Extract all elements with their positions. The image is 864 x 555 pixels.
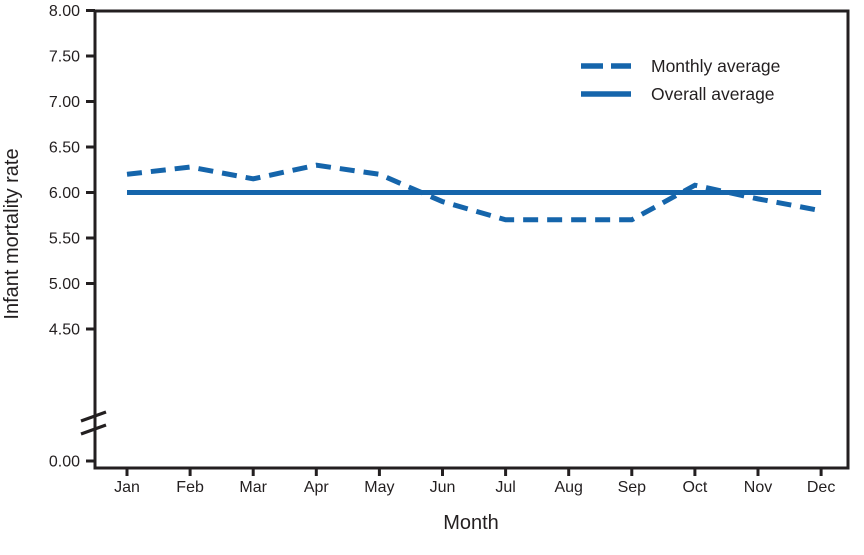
x-tick-label: May: [364, 479, 394, 496]
x-tick-label: Jan: [114, 479, 140, 496]
x-axis-title: Month: [443, 512, 499, 534]
y-tick-label: 6.50: [49, 140, 80, 157]
x-tick-label: Sep: [618, 479, 647, 496]
y-tick-label: 5.00: [49, 276, 80, 293]
x-tick-label: Nov: [744, 479, 772, 496]
y-tick-label: 8.00: [49, 3, 80, 20]
x-tick-label: Oct: [682, 479, 707, 496]
y-tick-label: 6.00: [49, 185, 80, 202]
x-tick-label: Jul: [495, 479, 515, 496]
x-tick-label: Aug: [554, 479, 582, 496]
y-tick-label: 0.00: [49, 454, 80, 471]
legend-label-monthly: Monthly average: [651, 56, 780, 76]
x-tick-label: Apr: [304, 479, 330, 496]
y-tick-label: 5.50: [49, 231, 80, 248]
axes-group: 8.00 7.50 7.00 6.50 6.00 5.50 5.00 4.50 0.00 Jan F…: [49, 3, 835, 496]
series-group: [126, 162, 822, 223]
x-tick-label: Jun: [430, 479, 456, 496]
y-axis-title: Infant mortality rate: [1, 148, 23, 319]
y-tick-label: 7.00: [49, 94, 80, 111]
x-tick-label: Dec: [807, 479, 835, 496]
legend: Monthly average Overall average: [581, 56, 780, 104]
y-tick-label: 7.50: [49, 49, 80, 66]
x-tick-label: Mar: [239, 479, 267, 496]
plot-frame: [93, 9, 850, 470]
legend-label-overall: Overall average: [651, 84, 775, 104]
x-tick-label: Feb: [176, 479, 204, 496]
y-tick-label: 4.50: [49, 322, 80, 339]
y-axis-break-icon: [80, 410, 107, 436]
